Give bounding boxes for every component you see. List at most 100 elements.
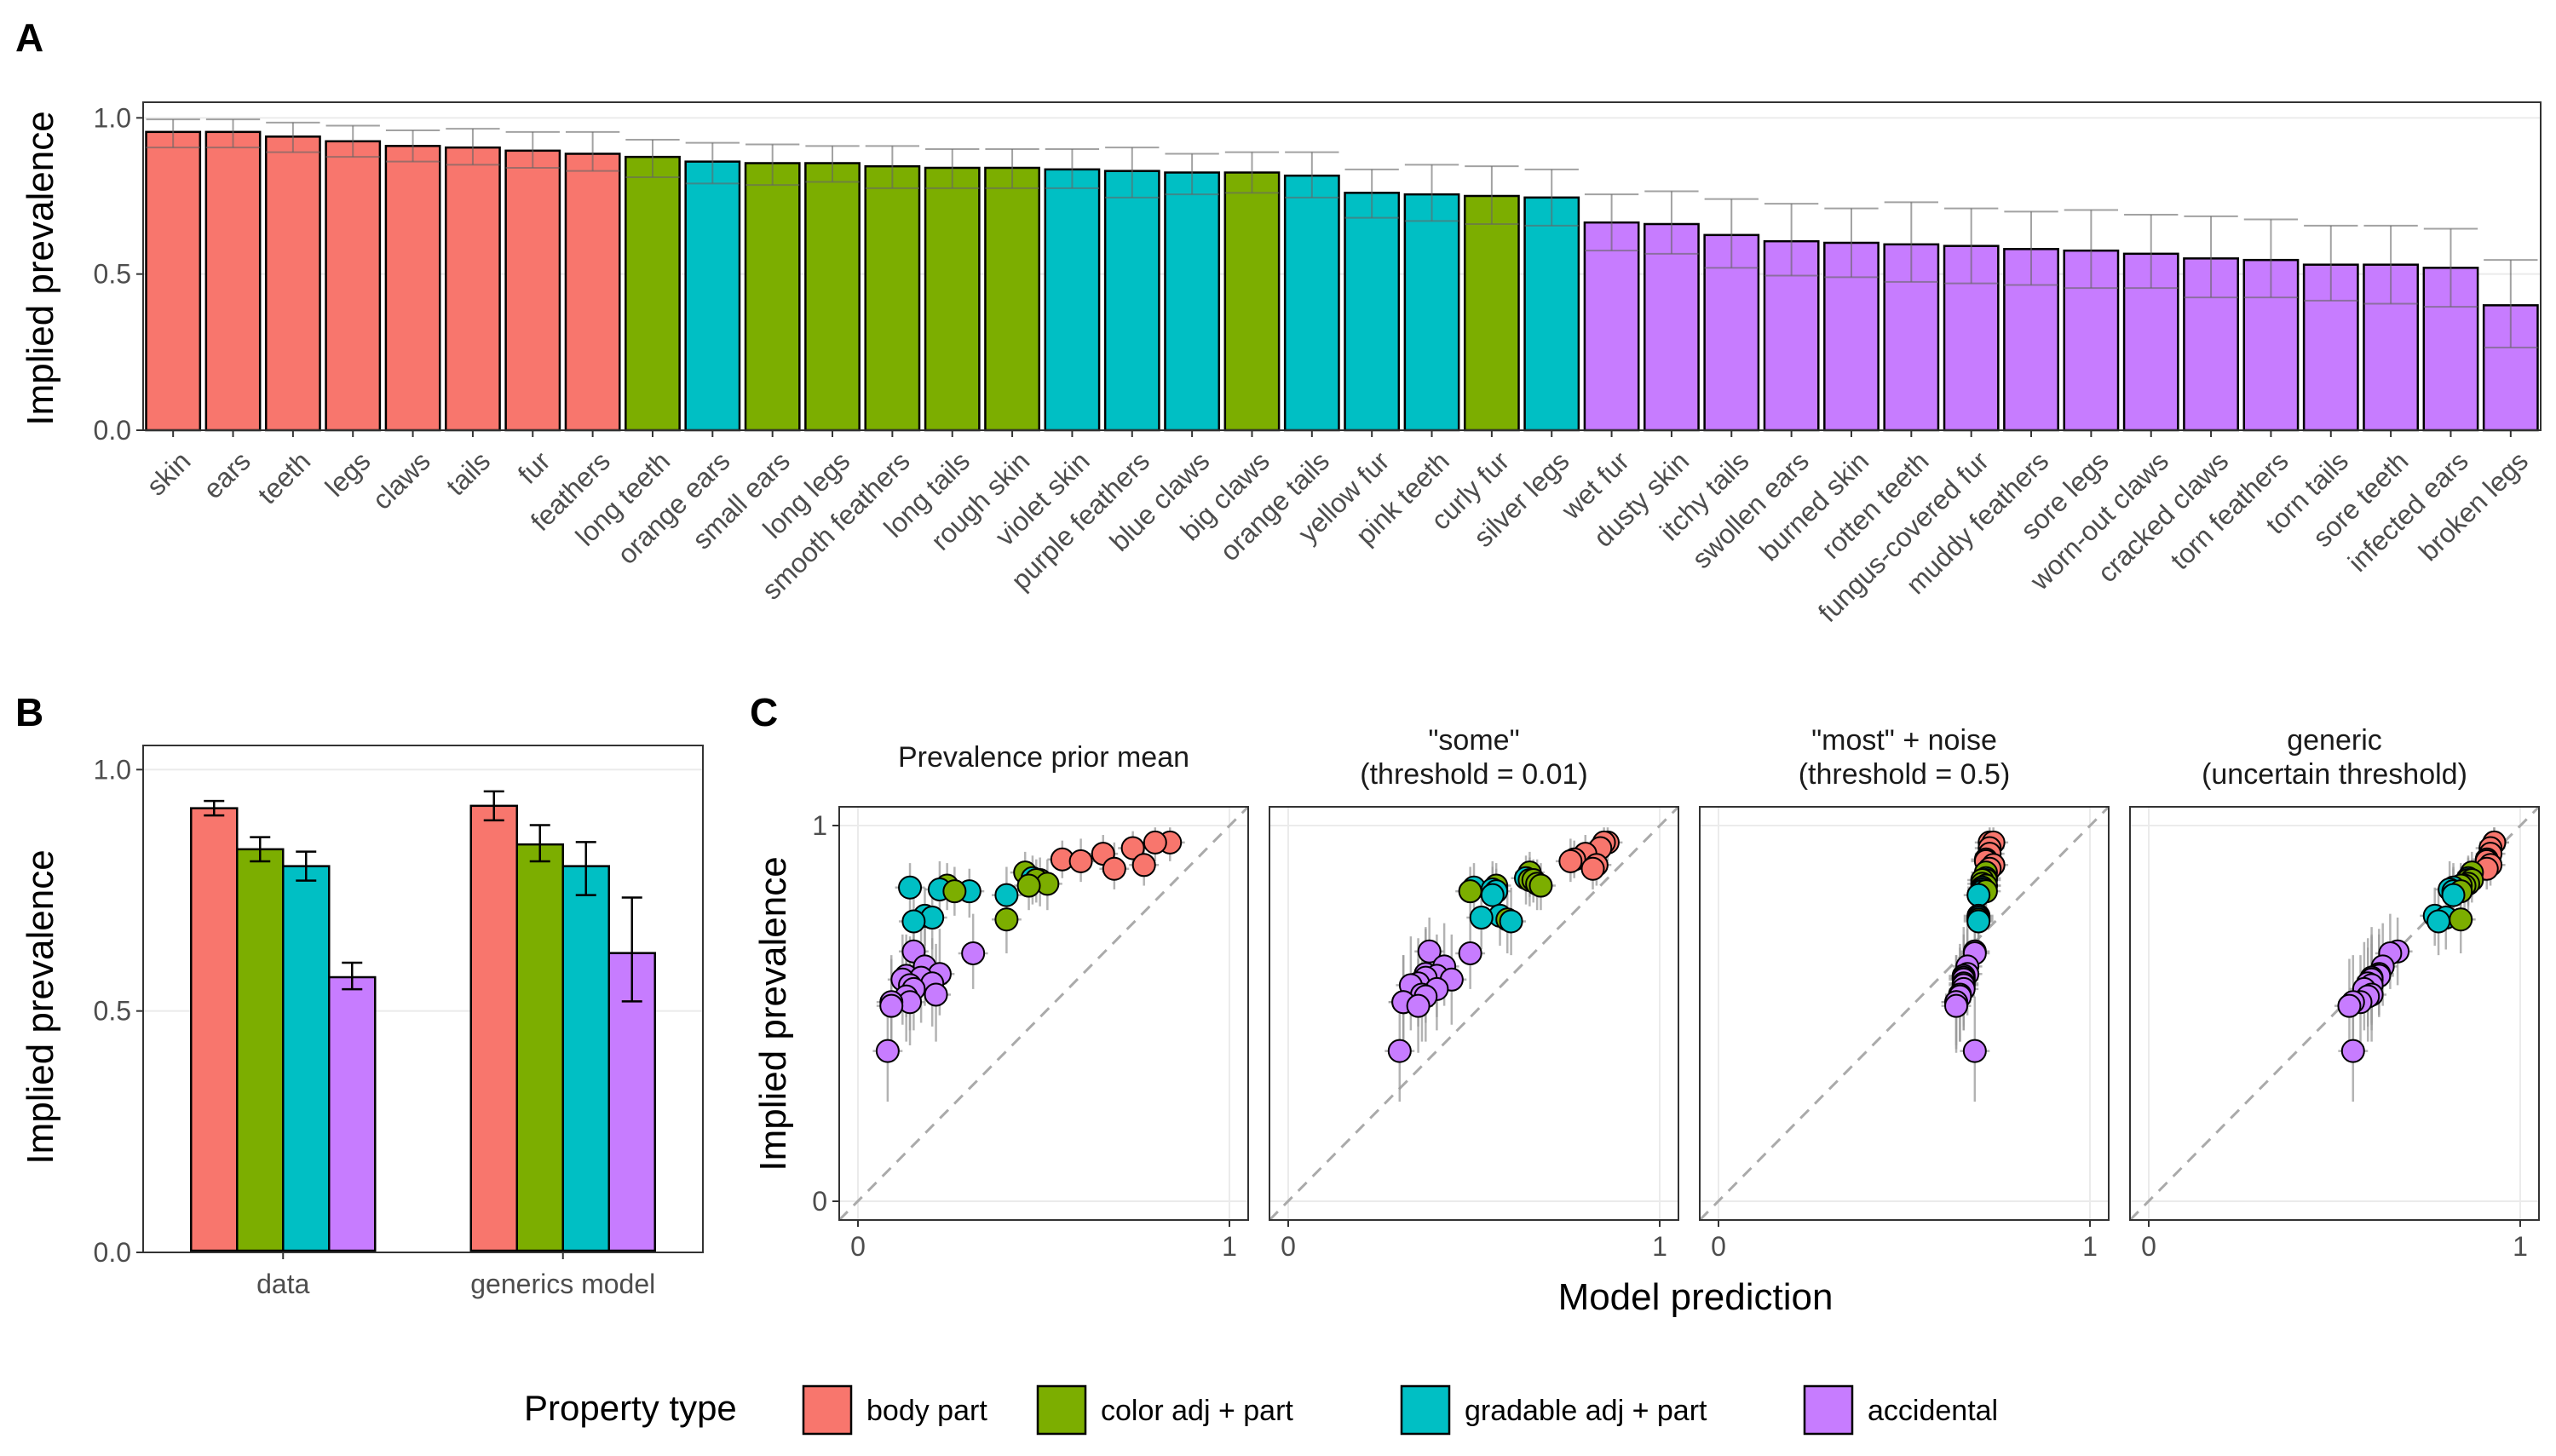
- panel-a-y-tick-label: 0.0: [94, 415, 131, 446]
- panel-c-point: [1528, 873, 1553, 898]
- panel-c-facet-subtitle: (threshold = 0.5): [1799, 758, 2011, 791]
- panel-c-point: [942, 879, 967, 904]
- panel-a-bar: [864, 164, 921, 432]
- panel-a-bar: [564, 153, 621, 432]
- panel-a-x-tick-label: fur: [512, 446, 556, 490]
- panel-b-y-axis-title: Implied prevalence: [20, 849, 61, 1164]
- panel-b-y-tick-label: 0.0: [94, 1237, 131, 1268]
- panel-a-plot-area: [143, 102, 2541, 430]
- panel-c-facet-subtitle: (uncertain threshold): [2202, 758, 2467, 791]
- panel-c-facet-subtitle: (threshold = 0.01): [1360, 758, 1587, 791]
- panel-c-point: [1499, 909, 1523, 934]
- panel-c-y-axis-title: Implied prevalence: [752, 856, 794, 1171]
- panel-c-point: [1458, 879, 1482, 904]
- panel-c-point: [961, 941, 986, 965]
- panel-a-bar: [1103, 170, 1160, 432]
- panel-c-facet-title: "some": [1428, 724, 1519, 757]
- panel-b-bar: [607, 952, 656, 1252]
- panel-a-x-tick-label: ears: [197, 446, 256, 504]
- panel-c-scatter-facets: Implied prevalence Model prediction Prev…: [752, 724, 2541, 1318]
- panel-c-point: [1966, 883, 1991, 907]
- panel-a-bar: [1463, 194, 1520, 432]
- panel-c-point: [924, 982, 948, 1007]
- panel-c-point: [1458, 941, 1482, 965]
- panel-b-border: [142, 745, 704, 1253]
- panel-a-bar: [204, 130, 262, 432]
- panel-c-point: [1131, 853, 1156, 878]
- panel-letter-b: B: [15, 690, 43, 734]
- panel-a-x-tick-label: tails: [440, 446, 497, 502]
- panel-a-bar: [1523, 196, 1580, 432]
- panel-c-x-tick-label: 1: [2082, 1231, 2098, 1262]
- panel-c-identity-line: [2128, 805, 2541, 1222]
- panel-a-bar: [1044, 168, 1101, 432]
- legend-key-label: body part: [866, 1395, 987, 1427]
- panel-c-y-tick-label: 0: [812, 1186, 827, 1217]
- legend-key-label: color adj + part: [1101, 1395, 1293, 1427]
- panel-c-point: [994, 883, 1019, 907]
- panel-b-bar: [282, 865, 331, 1252]
- panel-c-point: [1962, 1039, 1987, 1063]
- panel-b-bar: [561, 865, 610, 1252]
- panel-b-bar-chart: Implied prevalence 0.0 0.5 1.0 data generics…: [20, 745, 704, 1299]
- legend-key-swatch: [1036, 1384, 1087, 1436]
- panel-a-bar: [1644, 222, 1700, 432]
- panel-a-bar: [1223, 171, 1281, 432]
- panel-a-bar: [684, 160, 741, 432]
- panel-c-point: [2337, 993, 2362, 1018]
- panel-b-x-tick-label: data: [256, 1269, 309, 1299]
- panel-c-point: [1966, 909, 1991, 934]
- panel-c-facet-border: [2129, 806, 2540, 1221]
- panel-c-point: [1469, 906, 1494, 930]
- panel-c-point: [1143, 830, 1167, 855]
- legend: Property type body part color adj + part g…: [524, 1384, 1998, 1436]
- panel-a-bar: [625, 155, 681, 432]
- panel-c-facet-border: [1699, 806, 2110, 1221]
- panel-c-point: [1406, 993, 1431, 1018]
- legend-key-swatch: [1803, 1384, 1854, 1436]
- panel-a-bar: [504, 149, 561, 432]
- panel-c-point: [2449, 907, 2473, 932]
- panel-c-x-tick-label: 0: [850, 1231, 866, 1262]
- panel-c-point: [901, 909, 926, 934]
- panel-c-x-tick-label: 1: [1652, 1231, 1667, 1262]
- panel-a-bar: [984, 166, 1040, 432]
- panel-b-bar: [515, 843, 564, 1252]
- panel-c-point: [2426, 909, 2451, 934]
- panel-b-y-tick-label: 1.0: [94, 754, 131, 785]
- panel-c-facet-title: Prevalence prior mean: [898, 741, 1189, 774]
- panel-b-x-tick-label: generics model: [470, 1269, 655, 1299]
- panel-c-identity-line: [1268, 805, 1680, 1222]
- panel-a-bar: [384, 145, 441, 432]
- panel-a-bar: [1583, 221, 1640, 432]
- panel-a-y-tick-label: 0.5: [94, 259, 131, 290]
- panel-c-point: [1102, 856, 1126, 881]
- panel-letter-a: A: [15, 15, 43, 60]
- panel-c-point: [1480, 883, 1505, 907]
- panel-a-bar: [924, 166, 981, 432]
- panel-c-x-axis-title: Model prediction: [1558, 1276, 1834, 1318]
- panel-c-x-tick-label: 0: [1281, 1231, 1296, 1262]
- panel-b-bar: [236, 848, 285, 1252]
- panel-c-point: [994, 907, 1019, 932]
- panel-c-point: [1580, 856, 1605, 881]
- panel-b-bar: [328, 975, 377, 1252]
- panel-b-bar: [190, 807, 239, 1252]
- panel-c-x-tick-label: 0: [1711, 1231, 1726, 1262]
- panel-c-point: [1387, 1039, 1412, 1063]
- panel-a-x-tick-label: claws: [366, 446, 436, 515]
- panel-c-facet-border: [1269, 806, 1679, 1221]
- panel-a-bar: [1403, 193, 1460, 432]
- panel-a-x-tick-label: skin: [141, 446, 197, 502]
- panel-a-bar: [264, 135, 321, 432]
- panel-a-border: [142, 101, 2542, 431]
- legend-key-label: gradable adj + part: [1465, 1395, 1707, 1427]
- panel-a-x-tick-label: teeth: [251, 446, 316, 510]
- panel-c-point: [2340, 1039, 2365, 1063]
- legend-title: Property type: [524, 1388, 737, 1428]
- panel-c-y-tick-label: 1: [812, 810, 827, 841]
- panel-a-bar: [804, 162, 861, 432]
- panel-b-y-tick-label: 0.5: [94, 996, 131, 1027]
- panel-letter-c: C: [750, 690, 778, 734]
